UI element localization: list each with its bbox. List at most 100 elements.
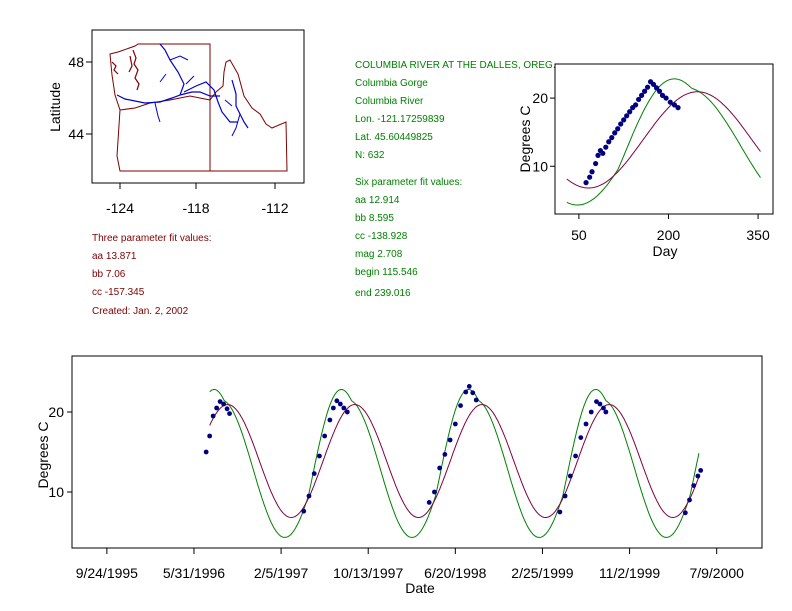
date-observed-point [691,483,697,488]
day-observed-point [667,99,673,105]
date-observed-point [466,384,472,389]
created-date: Created: Jan. 2, 2002 [92,306,189,317]
state-boundaries [109,43,288,172]
date-xtick-label: 5/31/1996 [163,565,225,581]
day-chart-frame [554,63,774,215]
date-xtick-label: 2/5/1997 [254,565,309,581]
date-observed-point [221,401,226,407]
day-observed-point [633,102,639,108]
six-param-mag: mag 2.708 [355,249,403,260]
day-observed-point [595,152,601,158]
station-river: Columbia River [355,96,424,107]
map-ytick-44: 44 [68,126,84,142]
day-observed-point [653,85,660,91]
date-observed-point [458,403,463,408]
date-observed-point [327,417,333,423]
date-observed-point [227,411,232,416]
day-ytick-label: 20 [532,90,548,106]
three-param-cc: cc -157.345 [92,287,145,298]
date-three-param-fit-line [209,404,700,519]
day-chart-plot [566,78,761,206]
date-observed-point [594,399,599,404]
date-observed-point [337,401,343,407]
day-observed-point [675,105,681,111]
date-observed-point [432,489,437,495]
day-observed-point [641,88,648,94]
date-observed-point [567,473,573,479]
date-observed-point [557,509,563,515]
date-xtick-label: 9/24/1995 [76,565,138,581]
day-observed-point [644,84,651,90]
station-region: Columbia Gorge [355,78,428,89]
six-param-cc: cc -138.928 [355,231,408,242]
day-observed-point [589,169,595,175]
date-observed-point [210,413,216,419]
day-observed-point [659,92,666,98]
date-observed-point [217,399,223,404]
station-lat: Lat. 45.60449825 [355,132,433,143]
date-xtick-label: 2/25/1999 [511,565,573,581]
day-observed-point [587,174,593,180]
date-observed-point [687,497,692,503]
date-observed-point [437,465,443,471]
date-observed-point [322,433,328,439]
date-observed-point [452,421,458,427]
three-param-block: Three parameter fit values: aa 13.871 bb… [92,233,212,317]
day-xtick-label: 200 [657,227,681,243]
day-six-param-fit-line [566,78,761,206]
station-name: COLUMBIA RIVER AT THE DALLES, OREG. [355,60,556,71]
date-observed-point [334,398,340,404]
date-ytick-label: 20 [48,404,64,420]
date-observed-point [214,405,220,411]
station-lon: Lon. -121.17259839 [355,114,445,125]
day-observed-point [656,88,663,94]
six-param-bb: bb 8.595 [355,213,394,224]
day-observed-point [663,95,669,101]
day-observed-point [593,160,599,167]
three-param-bb: bb 7.06 [92,269,126,280]
date-xtick-label: 10/13/1997 [333,565,403,581]
day-observed-point [600,150,606,156]
six-param-end: end 239.016 [355,288,411,299]
date-observed-point [588,409,594,415]
date-observed-point [603,409,609,415]
date-chart-axes: 9/24/1995 5/31/1996 2/5/1997 10/13/1997 6/20… [48,404,744,581]
day-chart-xlabel: Day [653,243,678,259]
day-observed-point [636,96,642,103]
date-observed-point [224,406,230,412]
columbia-river [116,43,220,104]
day-ytick-label: 10 [532,158,548,174]
day-observed-point [615,126,621,132]
date-observed-point [682,510,688,516]
date-observed-point [341,405,347,411]
puget-sound [111,49,140,91]
six-param-block: Six parameter fit values: aa 12.914 bb 8… [355,177,462,299]
date-observed-point [470,390,476,396]
date-observed-point [583,421,589,427]
date-observed-point [207,433,213,439]
three-param-aa: aa 13.871 [92,251,137,262]
date-observed-point [597,401,603,407]
date-observed-point [344,409,350,415]
day-observed-point [603,144,609,150]
date-xtick-label: 7/9/2000 [689,565,744,581]
map-xtick-112: -112 [262,200,289,216]
day-observed-point [612,130,618,136]
day-chart-axes: 50 200 350 10 20 [532,90,770,243]
date-observed-point [698,468,704,473]
date-observed-point [695,473,701,479]
tributaries [154,55,241,137]
date-observed-point [573,453,578,459]
date-observed-point [203,449,209,455]
day-observed-point [618,121,624,127]
map-panel: Latitude 48 44 -124 -118 -112 [47,29,305,216]
date-observed-point [442,452,448,457]
day-observed-point [671,102,678,108]
snake-river [183,79,249,129]
day-observed-point [624,113,630,119]
day-chart-ylabel: Degrees C [517,106,533,173]
station-n: N: 632 [355,150,385,161]
six-param-title: Six parameter fit values: [355,177,462,188]
date-chart: Degrees C Date 9/24/1995 5/31/1996 2/5/199… [35,355,763,596]
